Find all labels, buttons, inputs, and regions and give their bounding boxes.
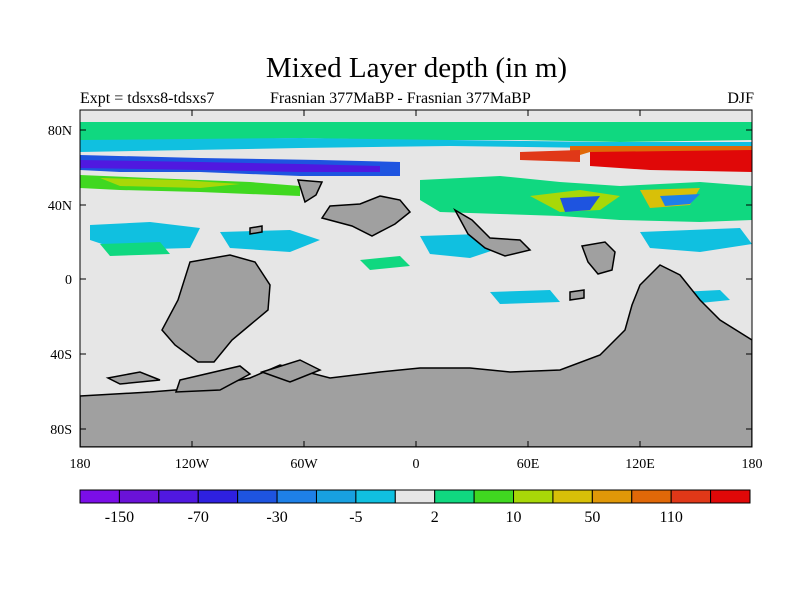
colorbar-swatch	[315, 489, 357, 504]
lat-tick-label: 80S	[50, 423, 72, 438]
land-south-patch-1	[105, 371, 161, 385]
colorbar-label: -5	[349, 509, 362, 526]
lat-tick-label: 80N	[48, 124, 72, 139]
colorbar-swatch	[670, 489, 712, 504]
colorbar-swatch	[394, 489, 436, 504]
land-east-islands	[580, 241, 616, 275]
colorbar-swatch	[591, 489, 633, 504]
land-north-america	[296, 179, 324, 204]
colorbar-swatch	[434, 489, 475, 504]
land-south-patch-2	[174, 365, 252, 393]
experiment-label: Expt = tdsxs8-tdsxs7	[80, 90, 215, 107]
land-laurussia	[320, 195, 412, 237]
land-small-isle-1	[569, 289, 585, 301]
land-gondwana-west	[161, 254, 271, 363]
colorbar-swatch	[631, 489, 672, 504]
lon-axis: 180 120W 60W 0 60E 120E 180	[70, 110, 763, 472]
lat-tick-label: 0	[65, 273, 72, 288]
field-yellow-band-mid	[100, 178, 240, 188]
colorbar-swatch	[79, 489, 120, 504]
field-green-mid	[360, 256, 410, 270]
colorbar-swatch	[118, 489, 160, 504]
land-south-patch-3	[259, 359, 322, 383]
colorbar-swatch	[237, 489, 278, 504]
colorbar: -150 -70 -30 -5 2 10 50 110	[79, 489, 751, 526]
field-red-block-ne	[590, 150, 752, 172]
colorbar-swatch	[473, 489, 515, 504]
field-orange-block-ne	[570, 146, 752, 158]
field-cyan-west-2	[220, 230, 320, 252]
lon-tick-label: 60E	[517, 457, 540, 472]
colorbar-label: -70	[188, 509, 209, 526]
field-blue-ne2	[660, 194, 700, 206]
lon-tick-label: 120W	[175, 457, 210, 472]
field-purple-band-north	[80, 160, 380, 172]
field-green-west	[100, 242, 170, 256]
colorbar-swatch	[355, 489, 396, 504]
field-cyan-west-1	[90, 222, 200, 250]
colorbar-swatch	[197, 489, 239, 504]
lon-tick-label: 180	[742, 457, 763, 472]
lat-tick-label: 40S	[50, 348, 72, 363]
field-blue-ne	[560, 196, 600, 212]
colorbar-label: 2	[431, 509, 439, 526]
lon-tick-label: 120E	[625, 457, 655, 472]
colorbar-label: 10	[506, 509, 522, 526]
colorbar-label: 50	[584, 509, 600, 526]
colorbar-label: 110	[659, 509, 682, 526]
comparison-label: Frasnian 377MaBP - Frasnian 377MaBP	[270, 90, 531, 107]
field-cyan-east-2	[490, 290, 560, 304]
lon-tick-label: 60W	[290, 457, 318, 472]
land-small-isle-2	[249, 225, 263, 235]
lat-tick-label: 40N	[48, 199, 72, 214]
land-siberia-east	[453, 207, 532, 257]
field-cyan-band-north	[80, 138, 752, 152]
field-green-band-north	[80, 122, 752, 142]
colorbar-label: -150	[105, 509, 134, 526]
lat-axis: 80N 40N 0 40S 80S	[48, 124, 752, 438]
field-cyan-east-1	[640, 228, 752, 252]
page-title: Mixed Layer depth (in m)	[265, 52, 568, 84]
colorbar-swatch	[158, 489, 199, 504]
colorbar-swatch	[552, 489, 593, 504]
season-label: DJF	[727, 90, 754, 107]
colorbar-swatch	[276, 489, 317, 504]
lon-tick-label: 0	[413, 457, 420, 472]
colorbar-swatch	[513, 489, 554, 504]
field-orange-block-left	[520, 150, 580, 162]
land-gondwana-east	[80, 264, 752, 447]
lon-tick-label: 180	[70, 457, 91, 472]
map-land	[80, 179, 752, 447]
colorbar-swatch	[710, 489, 751, 504]
colorbar-label: -30	[266, 509, 287, 526]
